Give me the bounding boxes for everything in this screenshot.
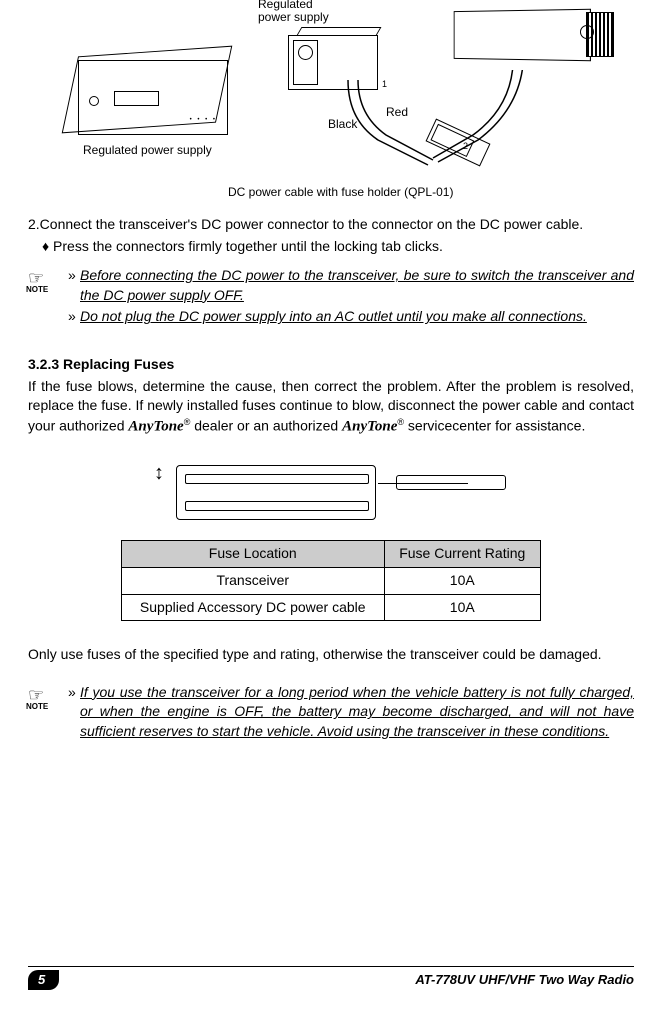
step-2-bullet: ♦ Press the connectors firmly together u… (28, 237, 634, 257)
fuse-row2-rating: 10A (384, 594, 541, 621)
fuse-arrow-icon: ↕ (154, 463, 164, 483)
black-wire-label: Black (328, 116, 357, 133)
dc-cable-caption: DC power cable with fuse holder (QPL-01) (228, 184, 453, 201)
regulated-label-top: Regulated power supply (258, 0, 329, 24)
step-1-marker: 1 (382, 78, 387, 91)
fuse-row1-rating: 10A (384, 568, 541, 595)
step-2-text: 2.Connect the transceiver's DC power con… (28, 215, 634, 256)
regulated-label-bottom: Regulated power supply (83, 142, 212, 159)
note-label-2: NOTE (26, 701, 48, 712)
fuse-header-location: Fuse Location (122, 541, 385, 568)
fuse-element-illustration (396, 475, 506, 490)
wiring-diagram: Regulated power supply • • • • Regulated… (28, 0, 634, 200)
radio-illustration (449, 0, 614, 70)
note-1-item-2: Do not plug the DC power supply into an … (68, 307, 634, 327)
power-supply-illustration: • • • • (78, 60, 228, 135)
note-label: NOTE (26, 284, 48, 295)
red-wire-label: Red (386, 104, 408, 121)
section-paragraph: If the fuse blows, determine the cause, … (28, 377, 634, 438)
fuse-table: Fuse Location Fuse Current Rating Transc… (121, 540, 541, 621)
fuse-row2-loc: Supplied Accessory DC power cable (122, 594, 385, 621)
warning-text: Only use fuses of the specified type and… (28, 645, 634, 665)
note-2-item-1: If you use the transceiver for a long pe… (68, 683, 634, 742)
page-number: 5 (28, 970, 59, 990)
note-1-item-1: Before connecting the DC power to the tr… (68, 266, 634, 305)
note-block-2: ☞ NOTE If you use the transceiver for a … (28, 683, 634, 742)
brand-2: AnyTone (342, 418, 397, 434)
page-footer: 5 AT-778UV UHF/VHF Two Way Radio (28, 966, 634, 990)
para-part3: servicecenter for assistance. (404, 417, 585, 433)
fuse-diagram: ↕ (146, 455, 516, 530)
para-part2: dealer or an authorized (190, 417, 342, 433)
fuse-holder-illustration (176, 465, 376, 520)
brand-1: AnyTone (128, 418, 183, 434)
fuse-row1-loc: Transceiver (122, 568, 385, 595)
step-2-main: 2.Connect the transceiver's DC power con… (28, 215, 634, 235)
note-block-1: ☞ NOTE Before connecting the DC power to… (28, 266, 634, 327)
section-heading: 3.2.3 Replacing Fuses (28, 355, 634, 375)
footer-model: AT-778UV UHF/VHF Two Way Radio (415, 971, 634, 989)
fuse-header-rating: Fuse Current Rating (384, 541, 541, 568)
